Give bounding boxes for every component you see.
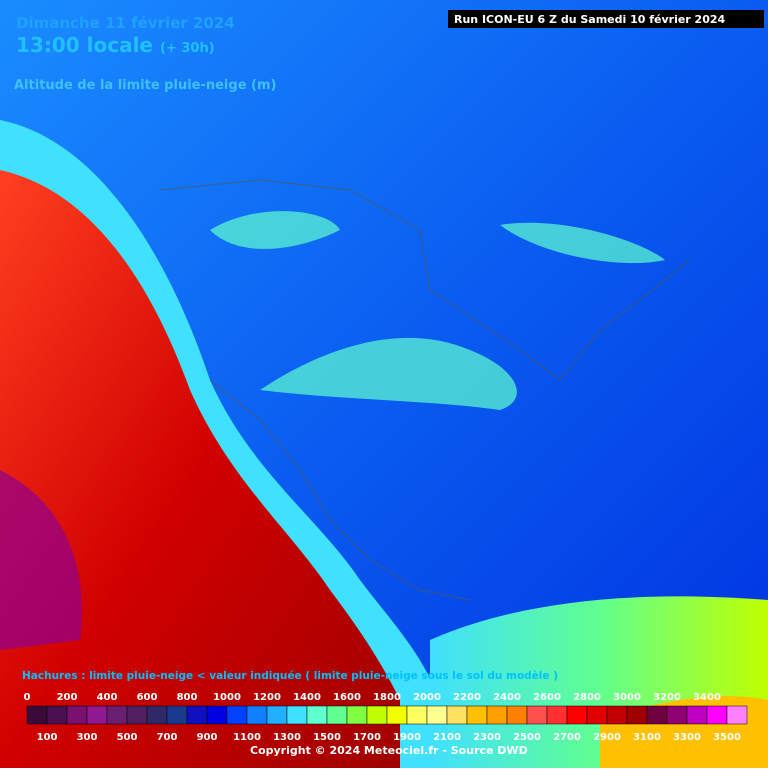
legend-swatch <box>686 705 708 725</box>
legend-swatch <box>186 705 208 725</box>
legend-label: 800 <box>177 692 198 703</box>
legend-swatch <box>566 705 588 725</box>
legend-label: 100 <box>37 732 58 743</box>
run-box <box>448 10 764 28</box>
legend-label: 1200 <box>253 692 281 703</box>
legend-swatch <box>486 705 508 725</box>
legend-label: 3000 <box>613 692 641 703</box>
legend-swatch <box>66 705 88 725</box>
legend-swatch <box>346 705 368 725</box>
legend-label: 1100 <box>233 732 261 743</box>
legend-swatch <box>146 705 168 725</box>
legend-swatch <box>386 705 408 725</box>
legend-swatch <box>46 705 68 725</box>
legend-label: 700 <box>157 732 178 743</box>
legend-label: 2900 <box>593 732 621 743</box>
legend-label: 1000 <box>213 692 241 703</box>
legend-label: 2500 <box>513 732 541 743</box>
legend-swatch <box>526 705 548 725</box>
legend-swatch <box>246 705 268 725</box>
legend-swatch <box>706 705 728 725</box>
legend-label: 600 <box>137 692 158 703</box>
legend-label: 500 <box>117 732 138 743</box>
legend-label: 3400 <box>693 692 721 703</box>
legend-swatch <box>426 705 448 725</box>
high-zone <box>0 470 82 650</box>
legend-label: 300 <box>77 732 98 743</box>
lead: (+ 30h) <box>160 41 215 56</box>
legend-label: 3200 <box>653 692 681 703</box>
legend-swatch <box>606 705 628 725</box>
legend-swatch <box>26 705 48 725</box>
legend-swatch <box>726 705 748 725</box>
legend-swatch <box>546 705 568 725</box>
legend-label: 1800 <box>373 692 401 703</box>
copyright: Copyright © 2024 Meteociel.fr - Source D… <box>250 744 528 757</box>
legend-label: 2100 <box>433 732 461 743</box>
legend-swatch <box>586 705 608 725</box>
legend-swatch <box>206 705 228 725</box>
legend-label: 1600 <box>333 692 361 703</box>
legend-swatch <box>406 705 428 725</box>
legend-swatch <box>106 705 128 725</box>
legend-label: 2200 <box>453 692 481 703</box>
legend-swatch <box>466 705 488 725</box>
legend-label: 3300 <box>673 732 701 743</box>
legend-swatch <box>126 705 148 725</box>
run: Run ICON-EU 6 Z du Samedi 10 février 202… <box>454 13 726 26</box>
legend-label: 2700 <box>553 732 581 743</box>
legend-swatch <box>626 705 648 725</box>
legend-note: Hachures : limite pluie-neige < valeur i… <box>22 670 558 682</box>
legend-swatch <box>446 705 468 725</box>
legend: 0 100 200 300 400 500 600 700 800 900 1000 1100 1200… <box>24 692 748 743</box>
time: 13:00 locale <box>16 33 153 57</box>
legend-swatch <box>266 705 288 725</box>
legend-swatch <box>326 705 348 725</box>
legend-label: 3100 <box>633 732 661 743</box>
legend-label: 200 <box>57 692 78 703</box>
legend-label: 1400 <box>293 692 321 703</box>
legend-label: 1900 <box>393 732 421 743</box>
legend-label: 2400 <box>493 692 521 703</box>
legend-label: 1300 <box>273 732 301 743</box>
warm-airmass <box>0 170 400 768</box>
legend-swatch <box>666 705 688 725</box>
parameter: Altitude de la limite pluie-neige (m) <box>14 78 276 93</box>
legend-label: 400 <box>97 692 118 703</box>
legend-swatch <box>506 705 528 725</box>
legend-swatch <box>306 705 328 725</box>
legend-swatch <box>286 705 308 725</box>
legend-label: 3500 <box>713 732 741 743</box>
legend-swatch <box>646 705 668 725</box>
legend-swatch <box>226 705 248 725</box>
legend-label: 2800 <box>573 692 601 703</box>
legend-label: 900 <box>197 732 218 743</box>
borders <box>159 179 691 601</box>
legend-label: 0 <box>24 692 31 703</box>
legend-swatch <box>86 705 108 725</box>
hatched-zones <box>210 211 665 410</box>
legend-label: 2300 <box>473 732 501 743</box>
legend-label: 2000 <box>413 692 441 703</box>
legend-swatch <box>366 705 388 725</box>
legend-label: 1700 <box>353 732 381 743</box>
date: Dimanche 11 février 2024 <box>16 14 235 32</box>
legend-swatch <box>166 705 188 725</box>
legend-label: 1500 <box>313 732 341 743</box>
legend-label: 2600 <box>533 692 561 703</box>
